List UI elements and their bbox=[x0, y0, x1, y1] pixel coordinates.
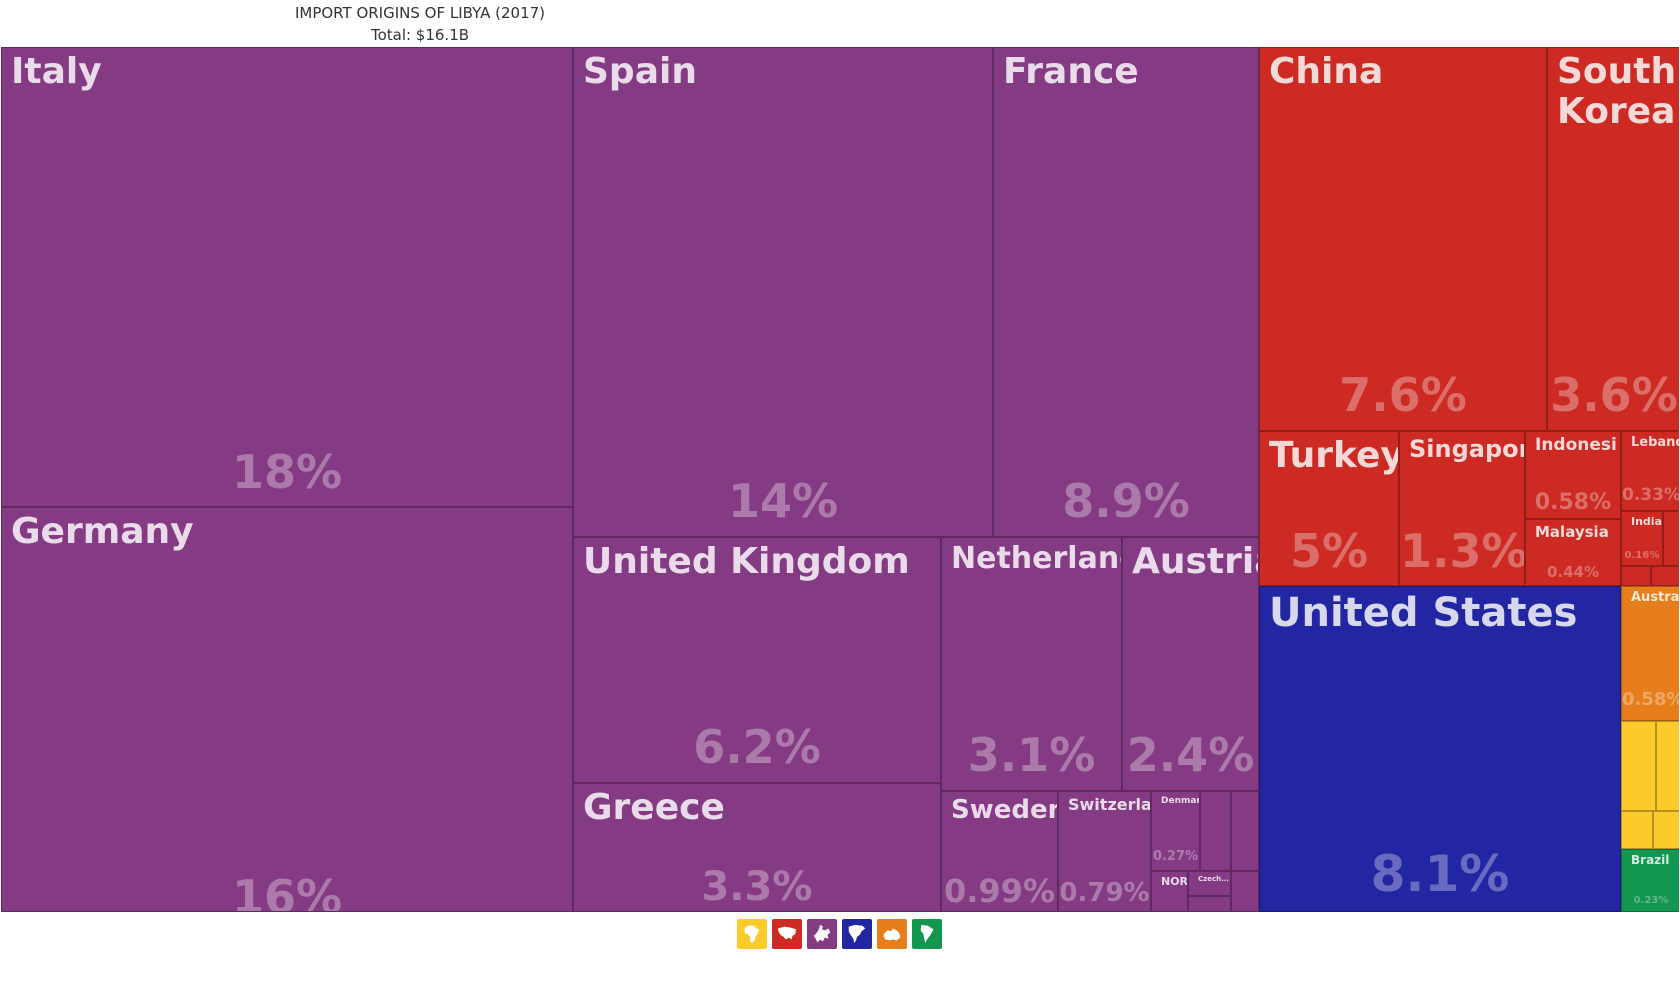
treemap-label-italy: Italy bbox=[11, 51, 102, 92]
treemap-percent-south-korea: 3.6% bbox=[1550, 368, 1678, 422]
treemap-percent-indonesia: 0.58% bbox=[1534, 490, 1612, 515]
treemap-label-spain: Spain bbox=[583, 51, 697, 92]
treemap-cell-minor[interactable] bbox=[1621, 721, 1656, 811]
legend-north-america[interactable] bbox=[842, 919, 872, 949]
treemap-percent-united-states: 8.1% bbox=[1370, 845, 1510, 903]
south-america-icon bbox=[916, 923, 938, 945]
treemap-cell-minor[interactable] bbox=[1663, 511, 1679, 566]
treemap-label-united-states: United States bbox=[1269, 590, 1578, 636]
treemap-percent-netherlands: 3.1% bbox=[967, 728, 1096, 782]
treemap-cell-lebanon[interactable]: Lebanon 0.33% bbox=[1621, 431, 1679, 511]
region-legend bbox=[737, 919, 942, 951]
treemap-percent-singapore: 1.3% bbox=[1400, 524, 1525, 578]
treemap-percent-united-kingdom: 6.2% bbox=[693, 720, 821, 774]
treemap-label-denmark: Denmark bbox=[1161, 796, 1199, 806]
treemap-cell-italy[interactable]: Italy 18% bbox=[1, 47, 573, 507]
treemap-label-australia: Australi bbox=[1631, 590, 1679, 605]
treemap-cell-sweden[interactable]: Sweden 0.99% bbox=[941, 791, 1058, 912]
treemap-cell-brazil[interactable]: Brazil 0.23% bbox=[1621, 849, 1679, 912]
treemap-cell-minor[interactable] bbox=[1231, 791, 1259, 871]
treemap-percent-turkey: 5% bbox=[1289, 524, 1369, 578]
treemap-label-china: China bbox=[1269, 51, 1384, 92]
legend-europe[interactable] bbox=[807, 919, 837, 949]
treemap-label-austria: Austria bbox=[1132, 541, 1258, 582]
treemap-label-nor: NOR bbox=[1161, 875, 1188, 888]
treemap-percent-brazil: 0.23% bbox=[1633, 895, 1669, 906]
treemap-cell-minor[interactable] bbox=[1621, 811, 1653, 849]
treemap-percent-china: 7.6% bbox=[1339, 368, 1467, 422]
treemap-cell-minor[interactable] bbox=[1656, 721, 1679, 811]
treemap-label-czechia: Czech... bbox=[1198, 875, 1230, 883]
treemap-cell-indonesia[interactable]: Indonesi 0.58% bbox=[1525, 431, 1621, 519]
europe-icon bbox=[811, 923, 833, 945]
treemap-label-greece: Greece bbox=[583, 787, 725, 828]
treemap-cell-south-korea[interactable]: South Korea 3.6% bbox=[1547, 47, 1679, 431]
treemap-cell-india[interactable]: India 0.16% bbox=[1621, 511, 1663, 566]
treemap-cell-switzerland[interactable]: Switzerlan 0.79% bbox=[1058, 791, 1151, 912]
treemap-label-sweden: Sweden bbox=[951, 795, 1058, 825]
treemap-percent-lebanon: 0.33% bbox=[1622, 485, 1679, 505]
africa-icon bbox=[741, 923, 763, 945]
treemap-label-singapore: Singapore bbox=[1409, 435, 1524, 463]
legend-oceania[interactable] bbox=[877, 919, 907, 949]
treemap-label-indonesia: Indonesi bbox=[1535, 435, 1617, 455]
treemap-cell-united-kingdom[interactable]: United Kingdom 6.2% bbox=[573, 537, 941, 783]
treemap-cell-france[interactable]: France 8.9% bbox=[993, 47, 1259, 537]
treemap-cell-nor[interactable]: NOR bbox=[1151, 871, 1188, 912]
chart-title: IMPORT ORIGINS OF LIBYA (2017) Total: $1… bbox=[0, 2, 840, 46]
treemap-cell-germany[interactable]: Germany 16% bbox=[1, 507, 573, 912]
treemap-percent-france: 8.9% bbox=[1062, 474, 1190, 528]
treemap-percent-austria: 2.4% bbox=[1126, 728, 1255, 782]
treemap-label-brazil: Brazil bbox=[1631, 853, 1670, 867]
treemap-cell-czechia[interactable]: Czech... bbox=[1188, 871, 1231, 896]
treemap-cell-minor[interactable] bbox=[1651, 566, 1679, 586]
treemap-cell-denmark[interactable]: Denmark 0.27% bbox=[1151, 791, 1200, 871]
treemap-percent-malaysia: 0.44% bbox=[1546, 563, 1600, 581]
treemap-percent-switzerland: 0.79% bbox=[1059, 878, 1150, 908]
treemap-cell-china[interactable]: China 7.6% bbox=[1259, 47, 1547, 431]
treemap-cell-minor[interactable] bbox=[1200, 791, 1231, 871]
treemap-label-south-korea: South Korea bbox=[1557, 51, 1677, 133]
legend-asia[interactable] bbox=[772, 919, 802, 949]
treemap-cell-spain[interactable]: Spain 14% bbox=[573, 47, 993, 537]
treemap-percent-india: 0.16% bbox=[1624, 550, 1660, 561]
treemap-cell-turkey[interactable]: Turkey 5% bbox=[1259, 431, 1399, 586]
treemap-percent-australia: 0.58% bbox=[1622, 689, 1679, 710]
treemap-percent-germany: 16% bbox=[231, 870, 343, 912]
treemap-percent-greece: 3.3% bbox=[701, 864, 813, 910]
north-america-icon bbox=[846, 923, 868, 945]
treemap-cell-minor[interactable] bbox=[1653, 811, 1679, 849]
legend-south-america[interactable] bbox=[912, 919, 942, 949]
chart-total: Total: $16.1B bbox=[370, 26, 470, 44]
legend-africa[interactable] bbox=[737, 919, 767, 949]
treemap-cell-minor[interactable] bbox=[1231, 871, 1259, 912]
treemap-cell-minor[interactable] bbox=[1188, 896, 1231, 912]
treemap-label-germany: Germany bbox=[11, 511, 194, 552]
treemap-cell-austria[interactable]: Austria 2.4% bbox=[1122, 537, 1259, 791]
treemap-cell-greece[interactable]: Greece 3.3% bbox=[573, 783, 941, 912]
treemap-percent-denmark: 0.27% bbox=[1152, 849, 1199, 864]
treemap-cell-australia[interactable]: Australi 0.58% bbox=[1621, 586, 1679, 721]
treemap: Italy 18% Germany 16% Spain 14% France 8.9% Unit… bbox=[1, 47, 1679, 912]
treemap-label-united-kingdom: United Kingdom bbox=[583, 541, 910, 582]
treemap-cell-minor[interactable] bbox=[1621, 566, 1651, 586]
treemap-label-turkey: Turkey bbox=[1269, 435, 1399, 476]
treemap-label-netherlands: Netherlands bbox=[951, 541, 1121, 576]
asia-icon bbox=[776, 923, 798, 945]
treemap-label-lebanon: Lebanon bbox=[1631, 435, 1679, 450]
treemap-cell-netherlands[interactable]: Netherlands 3.1% bbox=[941, 537, 1122, 791]
treemap-percent-italy: 18% bbox=[231, 445, 343, 499]
treemap-label-switzerland: Switzerlan bbox=[1068, 795, 1151, 814]
treemap-percent-sweden: 0.99% bbox=[943, 872, 1055, 910]
oceania-icon bbox=[881, 923, 903, 945]
treemap-label-india: India bbox=[1631, 515, 1662, 528]
treemap-label-france: France bbox=[1003, 51, 1139, 92]
treemap-cell-united-states[interactable]: United States 8.1% bbox=[1259, 586, 1621, 912]
treemap-label-malaysia: Malaysia bbox=[1535, 523, 1609, 541]
chart-title-text: IMPORT ORIGINS OF LIBYA (2017) bbox=[294, 4, 546, 22]
treemap-percent-spain: 14% bbox=[727, 474, 839, 528]
treemap-cell-malaysia[interactable]: Malaysia 0.44% bbox=[1525, 519, 1621, 586]
treemap-cell-singapore[interactable]: Singapore 1.3% bbox=[1399, 431, 1525, 586]
